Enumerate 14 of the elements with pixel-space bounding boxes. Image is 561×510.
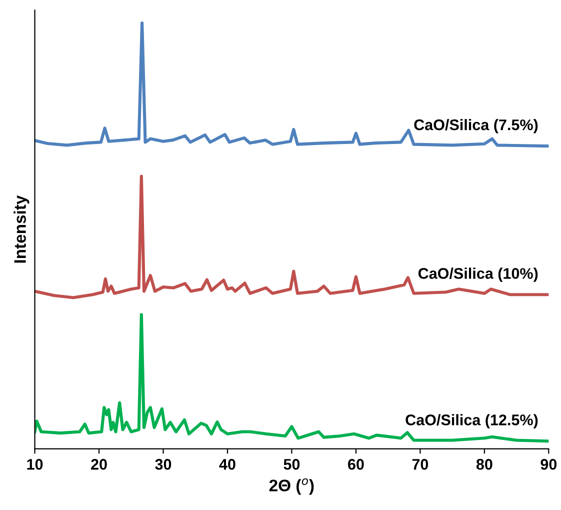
series-label: CaO/Silica (7.5%) bbox=[414, 119, 538, 134]
x-tick-label: 40 bbox=[219, 458, 236, 470]
series-label: CaO/Silica (10%) bbox=[418, 268, 538, 282]
x-tick-label: 70 bbox=[412, 458, 428, 470]
x-tick-label: 80 bbox=[476, 458, 492, 470]
series-label: CaO/Silica (12.5%) bbox=[406, 414, 538, 428]
y-axis-title: Intensity bbox=[14, 195, 30, 263]
x-tick-label: 10 bbox=[27, 458, 43, 470]
x-tick-label: 20 bbox=[91, 458, 107, 470]
x-axis-title: 2Θ ($^{o}$) bbox=[269, 478, 314, 495]
x-tick-label: 50 bbox=[284, 458, 300, 470]
x-tick-label: 90 bbox=[540, 458, 557, 470]
x-tick-label: 60 bbox=[348, 458, 364, 470]
x-tick-label: 30 bbox=[155, 458, 172, 470]
